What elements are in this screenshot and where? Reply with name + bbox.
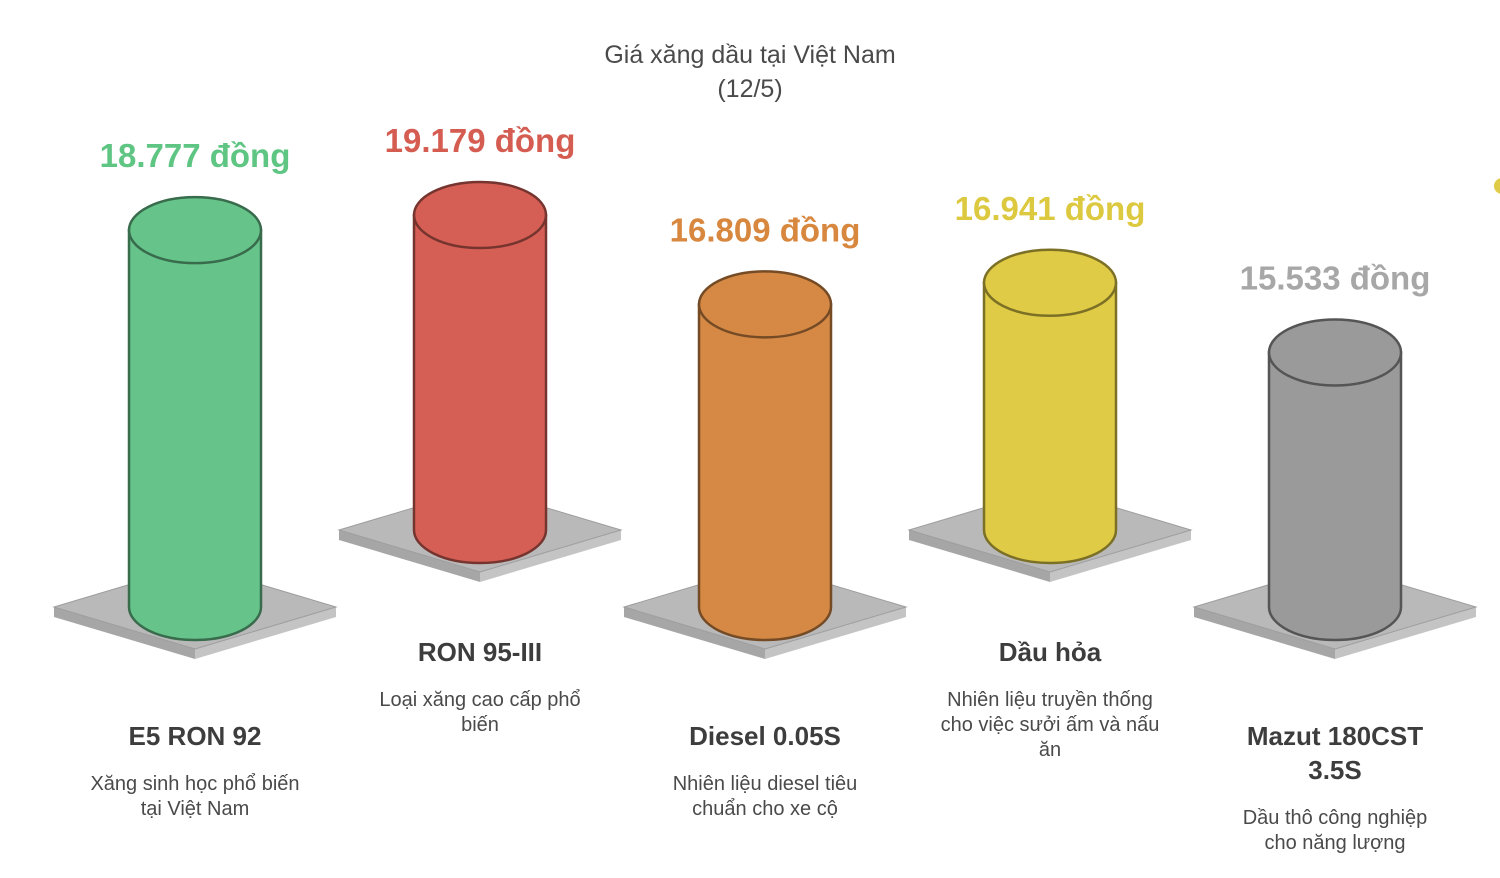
category-description: Loại xăng cao cấp phổ <box>379 689 580 711</box>
bar-top <box>982 248 1118 318</box>
chart-title: Giá xăng dầu tại Việt Nam (12/5) <box>0 38 1500 106</box>
category-description: Dầu thô công nghiệp <box>1243 807 1428 829</box>
category-description: Nhiên liệu truyền thống <box>947 689 1153 711</box>
bar-base-side <box>480 530 621 582</box>
bar <box>982 281 1118 565</box>
category-label: Diesel 0.05S <box>689 721 841 751</box>
value-label: 16.809 đồng <box>670 211 861 248</box>
value-label: 19.179 đồng <box>385 122 576 159</box>
bar-base-side <box>195 607 336 659</box>
bar-top <box>1267 318 1403 387</box>
bar-base-side <box>1050 530 1191 582</box>
bar <box>1267 351 1403 642</box>
value-label: 15.533 đồng <box>1240 259 1431 296</box>
category-label: E5 RON 92 <box>129 721 262 751</box>
bar-group: 19.179 đồng RON 95-III Loại xăng cao cấp p… <box>337 122 623 736</box>
chart-title-text: Giá xăng dầu tại Việt Nam <box>604 41 896 69</box>
bar-top <box>412 180 548 250</box>
bar-group: 16.941 đồng Dầu hỏa Nhiên liệu truyền thốn… <box>907 190 1193 761</box>
chart-subtitle-text: (12/5) <box>717 75 783 103</box>
bar-base-side <box>339 530 480 582</box>
category-description: chuẩn cho xe cộ <box>692 798 838 820</box>
category-description: Xăng sinh học phổ biến <box>90 773 299 795</box>
category-description: cho việc sưởi ấm và nấu <box>941 714 1160 736</box>
bar-group: 18.777 đồng E5 RON 92 Xăng sinh học phổ bi… <box>52 137 338 820</box>
value-label: 18.777 đồng <box>100 137 291 174</box>
bar <box>412 213 548 565</box>
offscreen-marker <box>1494 178 1500 194</box>
bar-top <box>127 195 263 265</box>
bar-base-side <box>765 607 906 659</box>
bar-base-side <box>1335 607 1476 659</box>
bar-group: 15.533 đồng Mazut 180CST 3.5S Dầu thô công … <box>1192 259 1478 854</box>
bar-top <box>697 270 833 339</box>
bar <box>127 228 263 642</box>
bar-group: 16.809 đồng Diesel 0.05S Nhiên liệu diesel… <box>622 211 908 820</box>
bar-base-side <box>624 607 765 659</box>
category-description: Nhiên liệu diesel tiêu <box>673 773 858 795</box>
category-label: RON 95-III <box>418 637 542 667</box>
category-label: Dầu hỏa <box>999 637 1102 667</box>
category-description: tại Việt Nam <box>141 798 250 820</box>
category-label: Mazut 180CST <box>1247 721 1423 751</box>
category-description: ăn <box>1039 739 1061 761</box>
bar-base-side <box>1194 607 1335 659</box>
category-description: biến <box>461 714 499 736</box>
bar-base-side <box>54 607 195 659</box>
bar <box>697 303 833 642</box>
category-description: cho năng lượng <box>1264 832 1405 854</box>
category-label: 3.5S <box>1308 755 1362 785</box>
bar-base-side <box>909 530 1050 582</box>
value-label: 16.941 đồng <box>955 190 1146 227</box>
